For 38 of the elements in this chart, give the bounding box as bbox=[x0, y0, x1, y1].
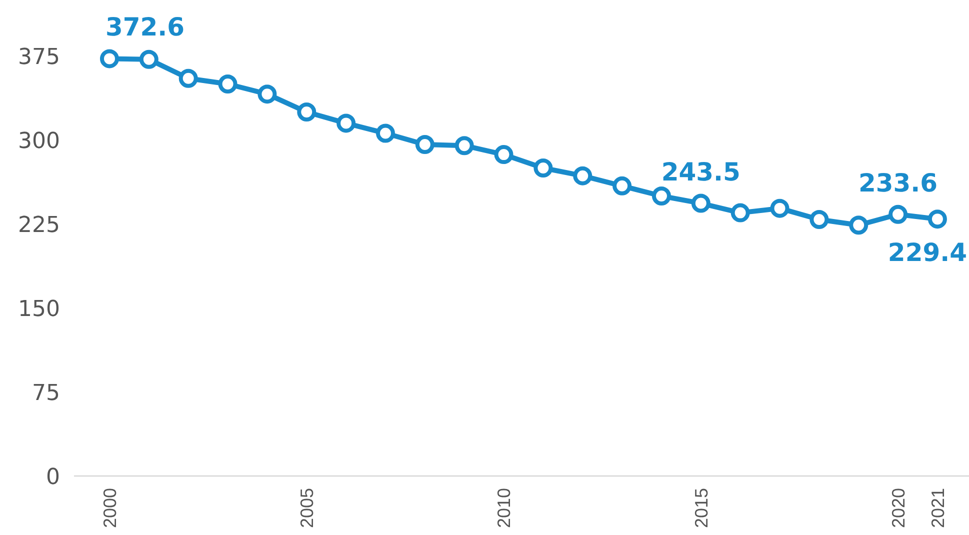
point bbox=[770, 198, 790, 218]
point bbox=[100, 49, 119, 68]
x-tick-label: 2010 bbox=[494, 488, 514, 528]
point bbox=[612, 176, 632, 196]
y-tick-label: 225 bbox=[18, 212, 60, 238]
point bbox=[494, 145, 514, 164]
x-tick-label: 2015 bbox=[691, 488, 712, 528]
x-tick-label: 2020 bbox=[888, 488, 909, 528]
point bbox=[178, 68, 198, 88]
y-tick-label: 75 bbox=[32, 380, 60, 406]
y-tick-label: 300 bbox=[18, 128, 60, 154]
point bbox=[218, 74, 238, 94]
data-label: 229.4 bbox=[888, 238, 967, 268]
data-label: 233.6 bbox=[858, 168, 938, 198]
data-label: 372.6 bbox=[105, 12, 185, 42]
point bbox=[652, 186, 671, 206]
y-tick-label: 375 bbox=[18, 44, 60, 70]
point bbox=[297, 102, 316, 122]
point bbox=[928, 210, 947, 229]
x-tick-label: 2005 bbox=[297, 488, 318, 528]
x-tick-label: 2000 bbox=[100, 488, 120, 528]
x-tick-label: 2021 bbox=[928, 488, 948, 528]
point bbox=[849, 216, 868, 235]
point bbox=[534, 158, 553, 178]
point bbox=[139, 50, 158, 69]
point bbox=[573, 166, 592, 186]
point bbox=[454, 136, 474, 156]
point bbox=[888, 204, 908, 224]
point bbox=[376, 124, 395, 143]
data-label: 243.5 bbox=[661, 157, 740, 186]
point bbox=[415, 134, 434, 154]
y-tick-label: 150 bbox=[18, 296, 60, 322]
y-tick-label: 0 bbox=[46, 464, 60, 490]
point bbox=[730, 203, 750, 222]
point bbox=[336, 114, 356, 133]
point bbox=[258, 84, 277, 104]
point bbox=[691, 194, 710, 213]
point bbox=[810, 210, 829, 230]
